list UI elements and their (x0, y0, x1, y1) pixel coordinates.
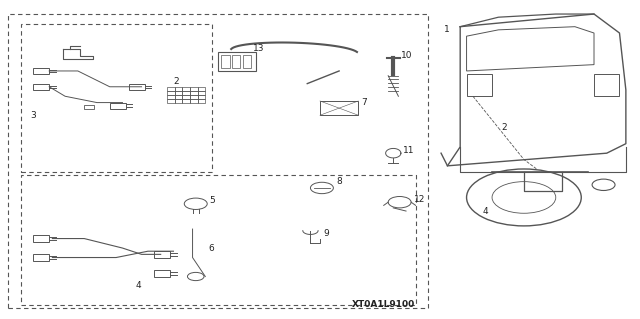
Text: 8: 8 (336, 177, 342, 186)
Text: 1: 1 (444, 25, 450, 34)
Text: 12: 12 (413, 195, 425, 204)
Text: 3: 3 (30, 111, 36, 120)
Text: 4: 4 (483, 207, 488, 216)
Text: 2: 2 (502, 123, 508, 132)
Text: 13: 13 (253, 44, 264, 53)
Text: 5: 5 (210, 196, 216, 205)
Text: 9: 9 (323, 229, 329, 238)
Text: XT0A1L9100: XT0A1L9100 (352, 300, 415, 309)
Text: 7: 7 (362, 98, 367, 107)
Text: 11: 11 (403, 145, 414, 154)
Text: 6: 6 (209, 243, 214, 253)
Text: 4: 4 (135, 281, 141, 291)
Text: 10: 10 (401, 51, 412, 60)
Text: 2: 2 (173, 77, 179, 85)
